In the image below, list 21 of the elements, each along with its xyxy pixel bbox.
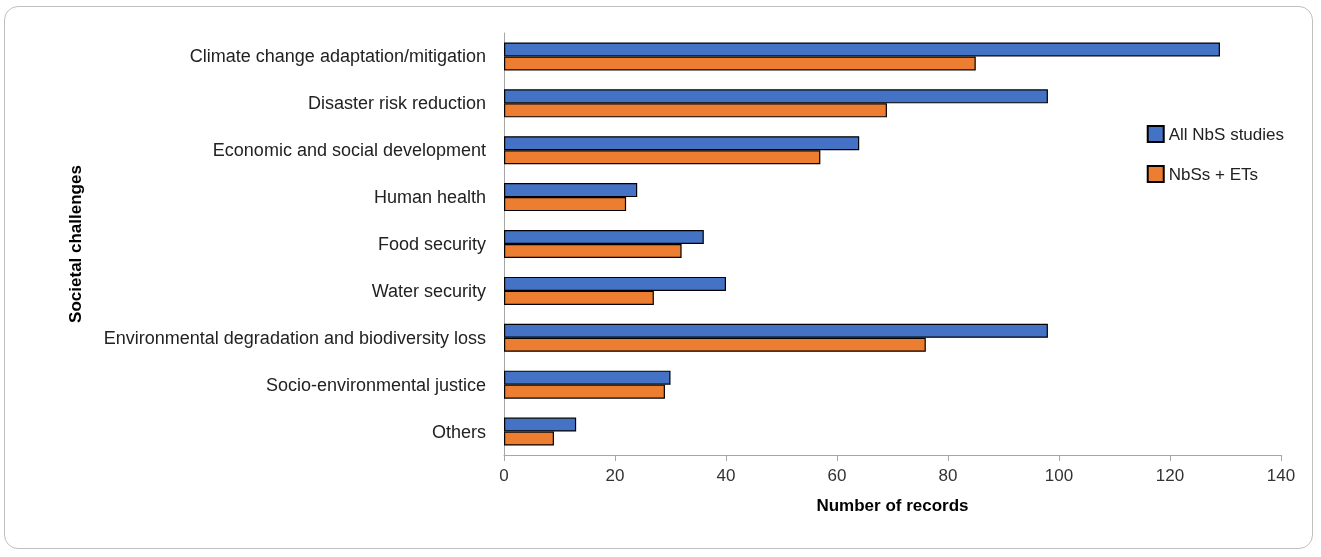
y-axis-title: Societal challenges bbox=[66, 165, 85, 323]
x-tick-label: 20 bbox=[605, 466, 625, 485]
y-tick-label: Human health bbox=[373, 187, 486, 208]
y-tick-label: Economic and social development bbox=[212, 140, 486, 161]
x-tick-label: 100 bbox=[1044, 466, 1074, 485]
y-tick-label: Climate change adaptation/mitigation bbox=[189, 46, 486, 67]
x-tick-label: 40 bbox=[716, 466, 736, 485]
x-axis-title: Number of records bbox=[816, 496, 969, 515]
y-tick-label: Others bbox=[431, 421, 486, 442]
x-tick-label: 120 bbox=[1155, 466, 1185, 485]
legend-label: All NbS studies bbox=[1168, 124, 1285, 144]
y-tick-label: Water security bbox=[371, 280, 486, 301]
y-tick-label: Disaster risk reduction bbox=[307, 93, 486, 114]
y-tick-label: Food security bbox=[377, 234, 486, 254]
y-tick-label: Environmental degradation and biodiversity loss bbox=[103, 327, 486, 348]
y-tick-label: Socio-environmental justice bbox=[265, 374, 486, 395]
x-tick-label: 80 bbox=[938, 466, 958, 485]
x-tick-label: 140 bbox=[1266, 466, 1296, 485]
x-tick-label: 0 bbox=[499, 466, 509, 485]
x-tick-label: 60 bbox=[827, 466, 847, 485]
legend-label: NbSs + ETs bbox=[1168, 164, 1259, 184]
